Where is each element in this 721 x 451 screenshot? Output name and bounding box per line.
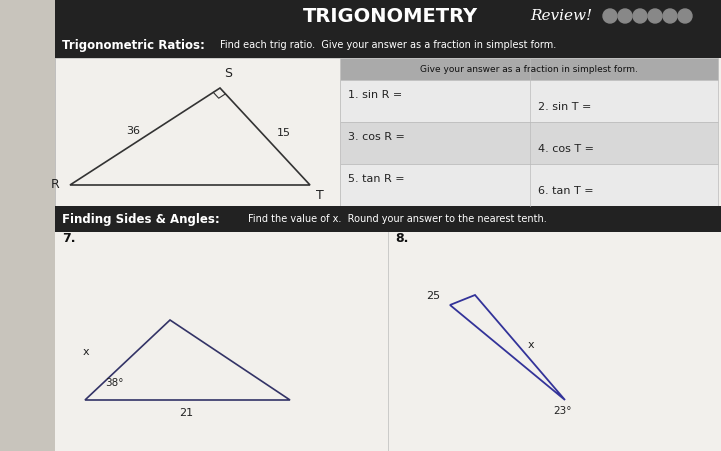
Text: 8.: 8. [395,232,408,245]
Bar [55,58,340,206]
Text: 7.: 7. [62,232,76,245]
Text: 25: 25 [426,291,440,301]
Text: R: R [51,179,60,192]
Text: 5. tan R =: 5. tan R = [348,174,404,184]
Polygon shape [55,0,721,451]
Text: 4. cos T =: 4. cos T = [538,144,594,154]
Text: 38°: 38° [105,378,123,388]
Circle shape [633,9,647,23]
Circle shape [678,9,692,23]
Bar [340,164,718,206]
Text: x: x [528,340,535,350]
Text: Find the value of x.  Round your answer to the nearest tenth.: Find the value of x. Round your answer t… [248,214,547,224]
Text: T: T [316,189,324,202]
Text: S: S [224,67,232,80]
Bar [340,58,718,80]
Circle shape [603,9,617,23]
Bar [55,32,721,58]
Circle shape [618,9,632,23]
Text: 3. cos R =: 3. cos R = [348,132,405,142]
Text: 15: 15 [277,129,291,138]
Text: Give your answer as a fraction in simplest form.: Give your answer as a fraction in simple… [420,64,638,74]
Bar [55,0,721,32]
Text: 2. sin T =: 2. sin T = [538,102,591,112]
Text: 1. sin R =: 1. sin R = [348,90,402,100]
Circle shape [663,9,677,23]
Bar [55,232,721,451]
Circle shape [648,9,662,23]
Text: Finding Sides & Angles:: Finding Sides & Angles: [62,212,220,226]
Text: 36: 36 [126,126,140,137]
Text: 6. tan T =: 6. tan T = [538,186,593,196]
Text: 21: 21 [180,408,194,418]
Text: Trigonometric Ratios:: Trigonometric Ratios: [62,38,205,51]
Bar [340,122,718,164]
Text: TRIGONOMETRY: TRIGONOMETRY [302,6,477,26]
Bar [340,80,718,122]
Text: x: x [83,347,89,357]
Text: Review!: Review! [530,9,592,23]
Bar [55,206,721,232]
Text: Find each trig ratio.  Give your answer as a fraction in simplest form.: Find each trig ratio. Give your answer a… [220,40,556,50]
Text: 23°: 23° [553,406,572,416]
